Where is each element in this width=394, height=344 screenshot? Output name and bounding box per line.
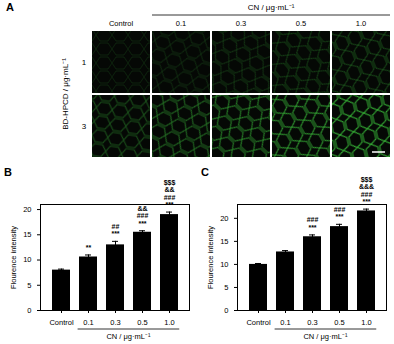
svg-text:0.3: 0.3 [236,19,246,28]
svg-text:20: 20 [23,205,31,214]
svg-text:15: 15 [220,237,228,246]
svg-text:15: 15 [23,230,31,239]
svg-text:BD-HPCD / μg·mL⁻¹: BD-HPCD / μg·mL⁻¹ [61,58,70,130]
svg-text:CN / μg·mL⁻¹: CN / μg·mL⁻¹ [248,3,295,12]
svg-text:0.1: 0.1 [176,19,186,28]
svg-text:Flourence intensity: Flourence intensity [206,226,215,289]
svg-text:0.1: 0.1 [83,318,93,327]
svg-text:C: C [201,166,209,178]
svg-text:3: 3 [82,122,87,131]
svg-text:***: *** [335,213,343,220]
svg-text:Control: Control [109,19,134,28]
svg-text:**: ** [86,244,92,251]
svg-text:***: *** [308,224,316,231]
svg-text:5: 5 [27,281,31,290]
svg-text:##: ## [112,223,120,230]
svg-text:0.5: 0.5 [137,318,147,327]
svg-text:***: *** [165,201,173,208]
svg-text:1.0: 1.0 [164,318,174,327]
svg-text:10: 10 [220,260,228,269]
svg-text:###: ### [137,212,149,219]
svg-text:$$$: $$$ [164,179,176,187]
svg-text:###: ### [361,191,373,198]
svg-text:0.5: 0.5 [296,19,306,28]
svg-text:1.0: 1.0 [361,318,371,327]
svg-text:CN / μg·mL⁻¹: CN / μg·mL⁻¹ [106,332,150,341]
svg-text:Control: Control [49,318,74,327]
svg-text:###: ### [334,206,346,213]
svg-text:B: B [4,166,12,178]
svg-text:***: *** [362,198,370,205]
svg-text:A: A [6,1,14,13]
svg-text:###: ### [164,194,176,201]
svg-text:0: 0 [27,306,31,315]
svg-text:$$$: $$$ [361,176,373,184]
svg-text:20: 20 [220,214,228,223]
svg-text:1.0: 1.0 [356,19,366,28]
svg-text:0: 0 [224,306,228,315]
svg-text:&&: && [137,205,147,212]
svg-text:5: 5 [224,283,228,292]
svg-text:###: ### [307,216,319,223]
svg-text:1: 1 [82,58,87,67]
svg-text:&&&: &&& [359,183,374,190]
svg-text:0.1: 0.1 [280,318,290,327]
svg-text:Control: Control [246,318,271,327]
svg-text:Flourence intensity: Flourence intensity [9,226,18,289]
svg-text:CN / μg·mL⁻¹: CN / μg·mL⁻¹ [303,332,347,341]
svg-text:10: 10 [23,255,31,264]
svg-text:&&: && [164,186,174,193]
svg-text:0.3: 0.3 [110,318,120,327]
svg-text:0.5: 0.5 [334,318,344,327]
svg-text:***: *** [111,230,119,237]
svg-text:0.3: 0.3 [307,318,317,327]
svg-text:***: *** [138,220,146,227]
